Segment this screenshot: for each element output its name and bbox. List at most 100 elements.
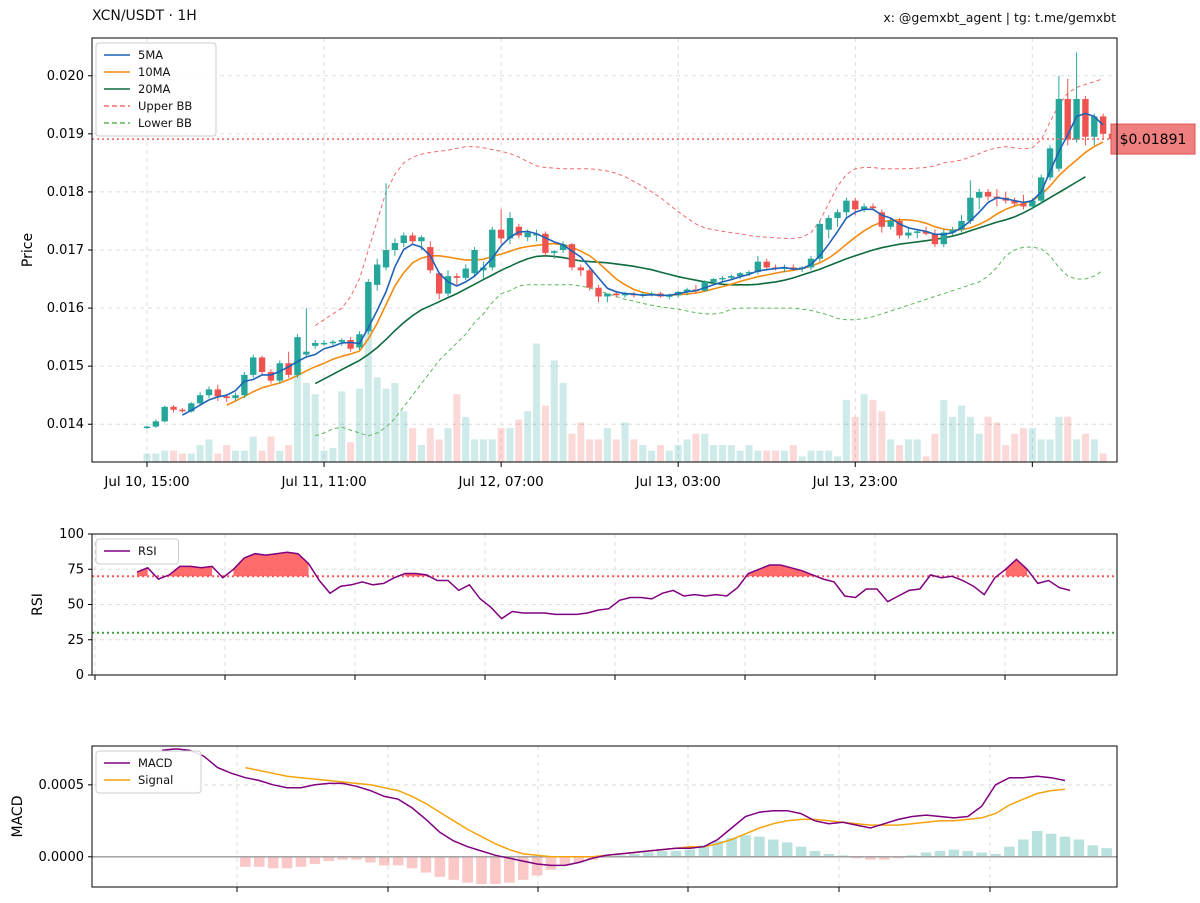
macd-histogram-bar xyxy=(434,856,446,877)
price-xtick-label: Jul 13, 23:00 xyxy=(812,474,898,490)
price-xtick-label: Jul 11, 11:00 xyxy=(280,474,366,490)
macd-histogram-bar xyxy=(906,855,918,857)
candle-body xyxy=(967,197,974,221)
candle-body xyxy=(444,276,452,294)
volume-bar xyxy=(1046,439,1054,462)
volume-bar xyxy=(1037,439,1045,462)
candle-body xyxy=(250,357,257,375)
candle-body xyxy=(1099,116,1107,134)
macd-histogram-bar xyxy=(392,856,404,866)
volume-bar xyxy=(453,394,461,462)
macd-histogram-bar xyxy=(420,856,432,873)
macd-histogram-bar xyxy=(365,856,376,863)
rsi-frame xyxy=(91,533,1118,676)
macd-histogram-bar xyxy=(281,856,293,869)
macd-histogram-bar xyxy=(712,840,723,857)
volume-bar xyxy=(842,399,850,462)
candle-body xyxy=(940,232,947,245)
volume-bar xyxy=(1055,416,1063,462)
volume-bar xyxy=(727,445,735,462)
volume-bar xyxy=(745,445,753,462)
candle-body xyxy=(586,270,593,288)
candle-body xyxy=(719,277,726,280)
candle-body xyxy=(1055,98,1063,169)
candle-body xyxy=(453,276,461,278)
candle-body xyxy=(214,389,222,397)
volume-bar xyxy=(772,450,780,462)
macd-histogram-bar xyxy=(1045,833,1057,857)
price-panel: 0.014 0.015 0.016 0.017 0.018 0.019 0.020 Jul 1… xyxy=(20,37,1196,490)
macd-histogram-bar xyxy=(1073,839,1085,857)
volume-bar xyxy=(736,450,744,462)
candle-body xyxy=(843,200,850,213)
volume-bar xyxy=(639,445,647,462)
candle-body xyxy=(728,276,735,278)
volume-bar xyxy=(524,411,532,462)
macd-histogram-bar xyxy=(351,856,362,860)
volume-bar xyxy=(586,439,594,462)
candle-body xyxy=(595,287,602,297)
volume-bar xyxy=(612,439,620,462)
macd-histogram-bar xyxy=(879,856,890,860)
volume-bar xyxy=(780,450,788,462)
macd-histogram-bar xyxy=(615,855,626,857)
candle-body xyxy=(852,200,859,210)
macd-frame xyxy=(91,745,1118,888)
candle-body xyxy=(409,235,416,242)
rsi-legend-box xyxy=(95,538,179,565)
volume-bar xyxy=(851,416,859,462)
volume-bar xyxy=(311,394,319,462)
price-legend-label-3: Upper BB xyxy=(138,99,192,113)
macd-histogram-bar xyxy=(754,836,765,857)
candle-body xyxy=(701,281,708,291)
price-ytick-label: 0.017 xyxy=(47,243,84,258)
macd-histogram-bar xyxy=(698,845,710,857)
candle-body xyxy=(896,220,903,236)
volume-bar xyxy=(674,445,682,462)
volume-bar xyxy=(940,399,948,462)
volume-bar xyxy=(1011,433,1019,462)
volume-bar xyxy=(400,411,408,462)
macd-histogram-bar xyxy=(490,856,501,885)
macd-histogram-bar xyxy=(740,835,751,857)
price-ytick-label: 0.020 xyxy=(47,69,84,84)
candle-body xyxy=(887,220,894,227)
volume-bar xyxy=(957,405,966,462)
candle-body xyxy=(763,261,770,268)
macd-histogram-bar xyxy=(337,856,348,860)
volume-bar xyxy=(170,450,178,462)
macd-histogram-bar xyxy=(962,851,974,857)
candle-body xyxy=(931,233,939,245)
macd-histogram-bar xyxy=(267,856,279,869)
candle-body xyxy=(533,233,540,236)
rsi-ytick-label: 100 xyxy=(59,527,84,542)
volume-bar xyxy=(718,445,726,462)
candle-body xyxy=(621,293,629,296)
volume-bar xyxy=(426,428,434,462)
price-frame xyxy=(91,37,1118,463)
rsi-overbought-fill xyxy=(233,552,309,577)
candle-body xyxy=(188,403,195,412)
macd-panel: 0.0000 0.0005 MACD MACD Signal xyxy=(10,745,1118,892)
macd-legend-label-1: Signal xyxy=(138,773,173,787)
volume-bar xyxy=(594,439,603,462)
candle-body xyxy=(223,396,230,399)
macd-histogram-bar xyxy=(990,853,1001,857)
volume-bar xyxy=(904,439,912,462)
volume-bar xyxy=(364,287,372,462)
candle-body xyxy=(365,281,372,332)
volume-bar xyxy=(648,450,656,462)
candle-body xyxy=(860,206,868,210)
volume-bar xyxy=(444,428,452,462)
volume-bar xyxy=(966,416,974,462)
price-ytick-label: 0.016 xyxy=(47,301,84,316)
candle-body xyxy=(435,273,443,294)
volume-bar xyxy=(231,450,240,462)
volume-bar xyxy=(205,439,213,462)
volume-bar xyxy=(541,405,549,462)
candle-body xyxy=(790,267,797,269)
macd-ylabel: MACD xyxy=(10,796,26,838)
volume-bar xyxy=(373,377,381,462)
volume-bar xyxy=(488,439,496,462)
current-price-tag xyxy=(1110,123,1196,155)
